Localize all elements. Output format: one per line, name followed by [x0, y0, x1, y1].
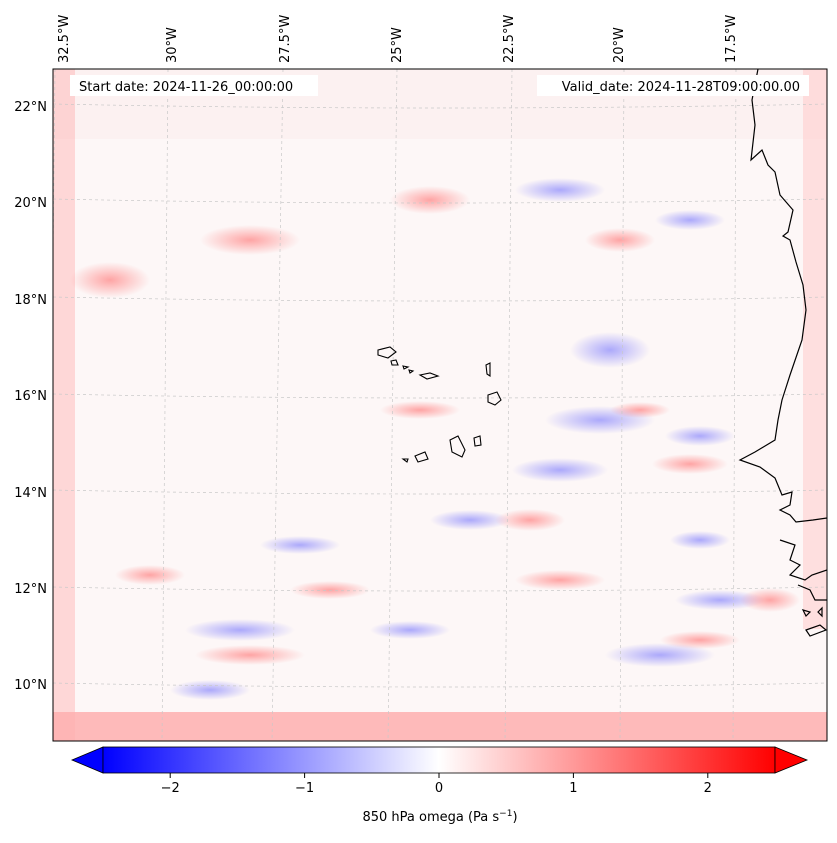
longitude-labels: 32.5°W 30°W 27.5°W 25°W 22.5°W 20°W 17.5…	[57, 15, 739, 63]
colorbar-tick-labels: −2 −1 0 1 2	[161, 781, 712, 796]
lat-label: 16°N	[14, 389, 47, 404]
colorbar-ticks	[169, 773, 709, 778]
colorbar-tick-label: −2	[161, 781, 180, 796]
valid-date-label: Valid_date: 2024-11-28T09:00:00.00	[562, 80, 800, 95]
colorbar-gradient	[102, 746, 776, 774]
colorbar-tick-label: 2	[704, 781, 712, 796]
colorbar-min-arrow	[70, 746, 104, 774]
colorbar-tick-label: 0	[435, 781, 443, 796]
lat-label: 22°N	[14, 100, 47, 115]
lon-label: 27.5°W	[278, 15, 293, 63]
lat-label: 10°N	[14, 678, 47, 693]
cape-verde-islands	[377, 346, 502, 463]
southern-edge-band	[53, 712, 827, 741]
coastline	[738, 69, 827, 637]
colorbar-tick-label: 1	[569, 781, 577, 796]
descent-patches	[70, 186, 800, 665]
latitude-labels: 22°N 20°N 18°N 16°N 14°N 12°N 10°N	[14, 100, 47, 693]
western-edge-band	[53, 69, 75, 741]
graticule	[53, 69, 827, 741]
lon-label: 17.5°W	[724, 15, 739, 63]
lat-label: 12°N	[14, 582, 47, 597]
lon-label: 22.5°W	[502, 15, 517, 63]
omega-field	[53, 69, 827, 741]
colorbar-max-arrow	[774, 746, 809, 774]
colorbar-tick-label: −1	[295, 781, 314, 796]
lat-label: 20°N	[14, 196, 47, 211]
start-date-box	[70, 75, 318, 96]
lat-label: 18°N	[14, 293, 47, 308]
lon-label: 20°W	[612, 27, 627, 63]
map-frame	[52, 68, 828, 742]
colorbar-title: 850 hPa omega (Pa s−1)	[362, 809, 517, 825]
ascent-patches	[170, 178, 765, 700]
lon-label: 25°W	[390, 27, 405, 63]
start-date-label: Start date: 2024-11-26_00:00:00	[79, 80, 293, 95]
lon-label: 32.5°W	[57, 15, 72, 63]
colorbar: −2 −1 0 1 2 850 hPa omega (Pa s−1)	[70, 746, 809, 825]
valid-date-box	[537, 75, 809, 96]
lon-label: 30°W	[165, 27, 180, 63]
lat-label: 14°N	[14, 486, 47, 501]
